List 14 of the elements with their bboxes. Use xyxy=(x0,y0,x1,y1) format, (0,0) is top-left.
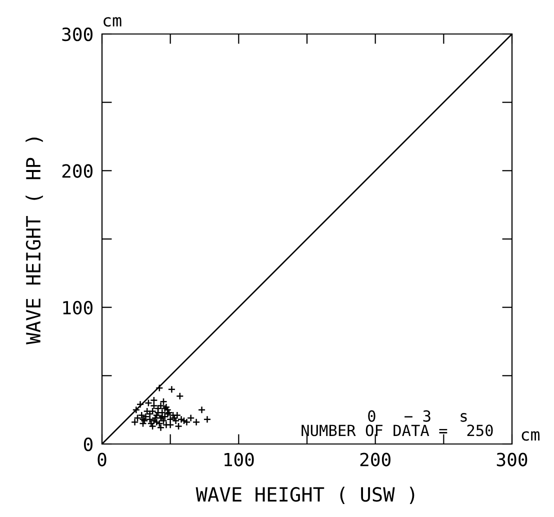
x-tick-label: 200 xyxy=(360,452,390,466)
text: cm xyxy=(522,431,540,441)
y-axis-title: WAVE HEIGHT ( HP ) xyxy=(26,138,43,344)
y-tick-label: 0 xyxy=(84,438,92,452)
x-tick-label: 100 xyxy=(224,452,254,466)
y-tick-label: 300 xyxy=(62,28,92,42)
annotation: NUMBER OF DATA = 250 xyxy=(302,424,493,436)
y-tick-label: 100 xyxy=(63,300,92,314)
y-tick-label: 200 xyxy=(62,164,92,178)
x-tick-label: 0 xyxy=(98,452,106,466)
x-axis-title: WAVE HEIGHT ( USW ) xyxy=(196,486,414,504)
x-tick-label: 300 xyxy=(496,452,528,466)
text: cm xyxy=(104,17,122,27)
annotation: 0 − 3 s xyxy=(368,410,467,422)
